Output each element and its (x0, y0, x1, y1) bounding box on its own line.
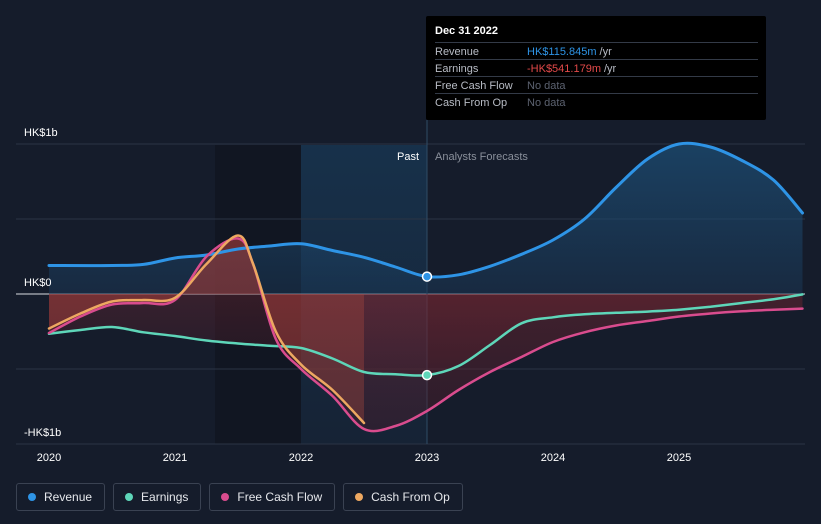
x-tick-label: 2022 (289, 452, 313, 464)
revenue-marker (421, 271, 433, 282)
chart-canvas: HK$1b HK$0 -HK$1b 2020 2021 2022 2023 2024 2025 P… (16, 120, 805, 464)
tooltip-value: No data (527, 97, 566, 109)
legend-label: Revenue (44, 490, 93, 504)
earnings-marker (421, 369, 433, 381)
x-tick-label: 2024 (541, 452, 565, 464)
past-label: Past (397, 151, 419, 163)
tooltip-row-fcf: Free Cash Flow No data (435, 76, 758, 94)
tooltip-label: Cash From Op (435, 97, 508, 109)
earnings-dot-icon (125, 493, 134, 501)
tooltip-value: -HK$541.179m/yr (527, 63, 617, 75)
legend-item-cash-from-op[interactable]: Cash From Op (343, 483, 463, 511)
tooltip-row-cfo: Cash From Op No data (435, 93, 758, 111)
x-tick-label: 2025 (667, 452, 691, 464)
tooltip-date: Dec 31 2022 (435, 25, 498, 37)
tooltip-row-earnings: Earnings -HK$541.179m/yr (435, 59, 758, 77)
free-cash-flow-dot-icon (221, 493, 230, 501)
cash-from-op-dot-icon (355, 493, 364, 501)
legend-item-earnings[interactable]: Earnings (113, 483, 202, 511)
forecast-label: Analysts Forecasts (435, 151, 528, 163)
legend-label: Earnings (141, 490, 189, 504)
tooltip-row-revenue: Revenue HK$115.845m/yr (435, 42, 758, 60)
series-area-free-cash-flow (49, 238, 803, 432)
tooltip-label: Earnings (435, 63, 479, 75)
x-tick-label: 2021 (163, 452, 187, 464)
x-tick-label: 2020 (37, 452, 61, 464)
tooltip-panel: Dec 31 2022 Revenue HK$115.845m/yr Earni… (426, 16, 766, 120)
series-line-cash-from-op (47, 234, 366, 425)
legend-label: Free Cash Flow (237, 490, 323, 504)
y-tick-label: HK$0 (24, 277, 52, 289)
series-line-revenue (47, 141, 804, 279)
y-tick-label: -HK$1b (24, 427, 61, 439)
revenue-dot-icon (28, 493, 36, 501)
legend-item-revenue[interactable]: Revenue (16, 483, 106, 511)
y-tick-label: HK$1b (24, 127, 58, 139)
legend-item-free-cash-flow[interactable]: Free Cash Flow (209, 483, 336, 511)
tooltip-value: No data (527, 80, 566, 92)
series-area-cash-from-op (49, 235, 364, 423)
tooltip-label: Free Cash Flow (435, 80, 513, 92)
tooltip-label: Revenue (435, 46, 480, 58)
legend-label: Cash From Op (371, 490, 450, 504)
tooltip-value: HK$115.845m/yr (527, 46, 612, 58)
x-tick-label: 2023 (415, 452, 439, 464)
legend: Revenue Earnings Free Cash Flow Cash Fro… (16, 483, 471, 511)
